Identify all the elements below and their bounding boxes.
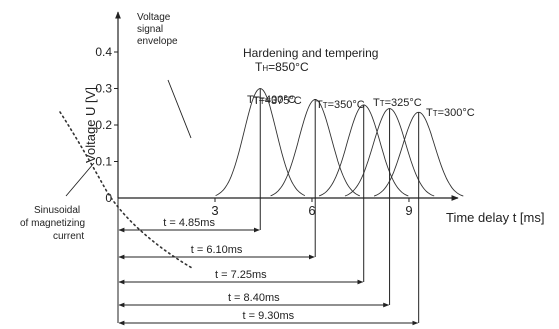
series-label: TT=400°C bbox=[247, 94, 296, 106]
magnetizing-current-curve bbox=[59, 111, 193, 269]
x-tick-label: 3 bbox=[211, 203, 218, 218]
series-layer: TT=400°CTT=375°C TT=350°C TT=325°C TT=300°C bbox=[215, 88, 475, 198]
time-marker-label: t = 4.85ms bbox=[163, 217, 215, 229]
x-ticks: 3 6 9 bbox=[211, 198, 413, 218]
x-tick-label: 6 bbox=[308, 203, 315, 218]
current-annotation: Sinusoidal of magnetizing current bbox=[20, 205, 88, 242]
y-tick-label: 0.3 bbox=[95, 82, 112, 96]
time-markers: t = 4.85ms t = 6.10ms t = 7.25ms t = 8.40ms… bbox=[117, 198, 420, 326]
chart-subtitle: TH=850°C bbox=[255, 60, 309, 74]
envelope-annotation: Voltage signal envelope bbox=[137, 12, 178, 47]
series-label: TT=300°C bbox=[426, 107, 475, 119]
y-ticks: 0 0.1 0.2 0.3 0.4 bbox=[95, 45, 118, 205]
time-marker-label: t = 9.30ms bbox=[242, 310, 294, 322]
y-tick-label: 0.1 bbox=[95, 155, 112, 169]
chart-title: Hardening and tempering bbox=[243, 46, 378, 60]
series-label: TT=375°C bbox=[253, 95, 302, 107]
time-marker-label: t = 7.25ms bbox=[215, 269, 267, 281]
current-pointer bbox=[65, 162, 95, 197]
time-marker-label: t = 6.10ms bbox=[191, 244, 243, 256]
series-label: TT=325°C bbox=[373, 97, 422, 109]
series-label: TT=350°C bbox=[316, 99, 365, 111]
time-marker-label: t = 8.40ms bbox=[228, 292, 280, 304]
envelope-pointer bbox=[167, 79, 192, 139]
y-tick-label: 0.4 bbox=[95, 45, 112, 59]
y-tick-label: 0 bbox=[105, 191, 112, 205]
x-axis-label: Time delay t [ms] bbox=[446, 210, 544, 225]
y-axis-label: Voltage U [V] bbox=[83, 87, 98, 163]
y-tick-label: 0.2 bbox=[95, 118, 112, 132]
x-tick-label: 9 bbox=[405, 203, 412, 218]
